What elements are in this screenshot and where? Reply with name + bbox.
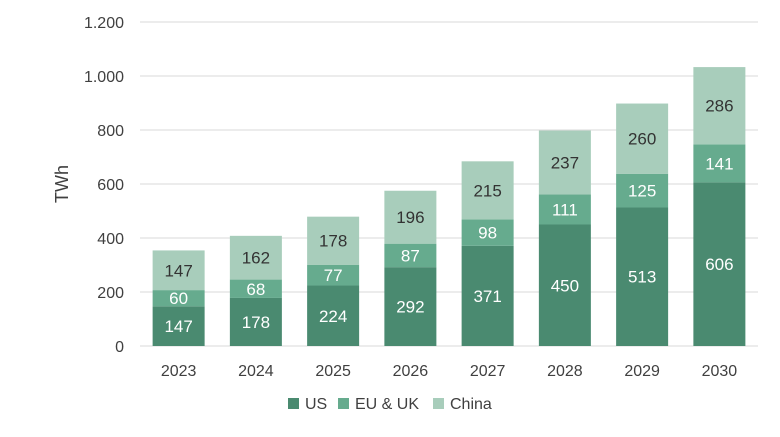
bar-segment (152, 306, 205, 346)
bar-segment (538, 224, 591, 346)
bar-segment (152, 290, 205, 307)
x-tick-label: 2027 (470, 363, 506, 380)
y-axis-ticks: 0 200 400 600 800 1.000 1.200 (84, 15, 124, 356)
legend-swatch (433, 398, 444, 409)
legend: US EU & UK China (288, 396, 492, 413)
bar-segment (616, 207, 669, 346)
bar-segment (461, 219, 514, 246)
x-axis-ticks: 2023 2024 2025 2026 2027 2028 2029 2030 (161, 363, 737, 380)
data-label: 224 (319, 307, 347, 326)
y-tick-label: 600 (97, 177, 124, 194)
y-tick-label: 1.000 (84, 69, 124, 86)
bar-segment (152, 250, 205, 291)
x-tick-label: 2028 (547, 363, 583, 380)
x-tick-label: 2025 (315, 363, 351, 380)
bar-segment (616, 173, 669, 208)
legend-swatch (338, 398, 349, 409)
y-tick-label: 400 (97, 231, 124, 248)
bars: 147 60 147 178 68 162 224 77 178 292 87 196 371 98 215… (152, 67, 746, 346)
bar-segment (307, 264, 360, 286)
data-label: 162 (242, 249, 270, 268)
data-label: 178 (319, 232, 347, 251)
bar-segment (461, 245, 514, 346)
bar-segment (461, 161, 514, 220)
data-label: 60 (169, 289, 188, 308)
data-label: 98 (478, 224, 497, 243)
data-label: 141 (705, 154, 733, 173)
data-label: 87 (401, 246, 420, 265)
bar-segment (693, 67, 746, 145)
bar-segment (384, 267, 437, 346)
bar-segment (384, 243, 437, 268)
data-label: 606 (705, 255, 733, 274)
legend-label: EU & UK (355, 396, 419, 413)
x-tick-label: 2026 (393, 363, 429, 380)
bar-segment (229, 297, 282, 346)
data-label: 111 (552, 201, 578, 220)
y-tick-label: 0 (115, 339, 124, 356)
legend-label: China (450, 396, 492, 413)
bar-segment (693, 144, 746, 183)
bar-segment (307, 216, 360, 265)
x-tick-label: 2024 (238, 363, 274, 380)
bar-segment (538, 194, 591, 225)
x-tick-label: 2023 (161, 363, 197, 380)
y-axis-label: TWh (52, 165, 72, 203)
y-tick-label: 1.200 (84, 15, 124, 32)
legend-swatch (288, 398, 299, 409)
data-label: 371 (473, 287, 501, 306)
bar-segment (229, 279, 282, 298)
data-label: 77 (324, 266, 343, 285)
data-label: 196 (396, 208, 424, 227)
x-tick-label: 2030 (702, 363, 738, 380)
data-label: 178 (242, 313, 270, 332)
data-label: 260 (628, 130, 656, 149)
data-label: 68 (246, 280, 265, 299)
bar-segment (538, 130, 591, 195)
data-label: 125 (628, 182, 656, 201)
legend-label: US (305, 396, 327, 413)
data-label: 513 (628, 268, 656, 287)
x-tick-label: 2029 (624, 363, 660, 380)
bar-segment (307, 285, 360, 346)
data-label: 147 (164, 261, 192, 280)
data-label: 237 (551, 154, 579, 173)
bar-segment (693, 182, 746, 346)
bar-segment (616, 103, 669, 174)
y-tick-label: 800 (97, 123, 124, 140)
data-label: 147 (164, 317, 192, 336)
data-label: 286 (705, 97, 733, 116)
y-tick-label: 200 (97, 285, 124, 302)
data-label: 292 (396, 298, 424, 317)
bar-segment (229, 235, 282, 280)
bar-segment (384, 190, 437, 244)
data-label: 215 (473, 181, 501, 200)
data-label: 450 (551, 276, 579, 295)
